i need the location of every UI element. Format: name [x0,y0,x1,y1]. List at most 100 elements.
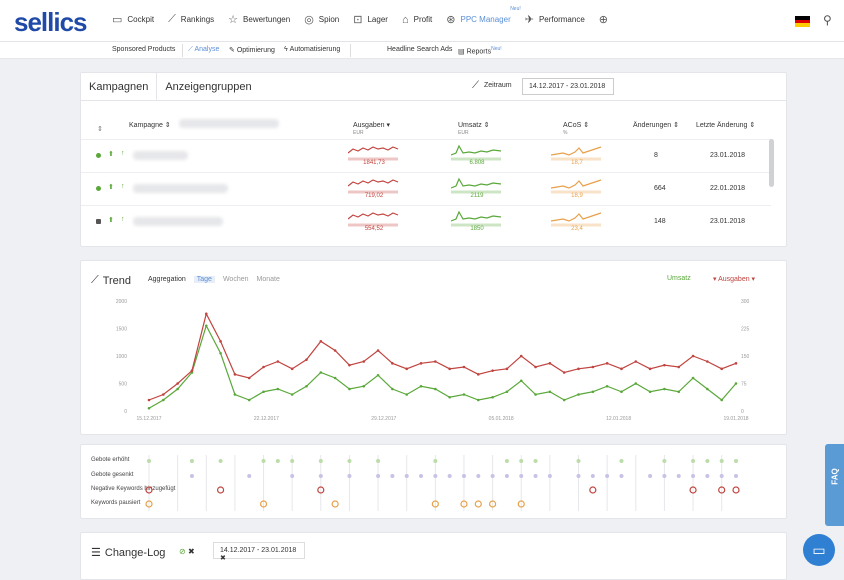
event-marker-gebote-erhoeht[interactable] [662,459,667,463]
event-marker-gebote-erhoeht[interactable] [290,459,295,463]
event-marker-gebote-gesenkt[interactable] [519,474,524,478]
event-marker-gebote-erhoeht[interactable] [576,459,581,463]
event-marker-gebote-gesenkt[interactable] [419,474,424,478]
table-scrollbar[interactable] [769,139,774,187]
german-flag-icon[interactable] [795,16,810,27]
event-marker-negative-keywords[interactable] [317,486,325,494]
changelog-date-range[interactable]: 14.12.2017 - 23.01.2018 ✖ [213,542,305,562]
table-row[interactable]: ⬆ ↑ 1841,73 6.808 18,7 8 23.01.2018 [81,139,771,171]
event-marker-gebote-erhoeht[interactable] [189,459,194,463]
subnav-sponsored-products[interactable]: Sponsored Products [112,46,176,53]
sort-icon[interactable]: ⇕ [97,126,103,133]
legend-ausgaben[interactable]: ▾ Ausgaben ▾ [713,276,756,283]
nav-item-cockpit[interactable]: ▭ Cockpit [112,13,154,26]
close-icon[interactable]: ✖ [187,547,195,556]
event-marker-negative-keywords[interactable] [718,486,726,494]
event-marker-gebote-gesenkt[interactable] [461,474,466,478]
event-marker-gebote-gesenkt[interactable] [290,474,295,478]
event-marker-negative-keywords[interactable] [589,486,597,494]
event-marker-gebote-erhoeht[interactable] [719,459,724,463]
column-acos[interactable]: ACoS ⇕% [563,122,590,136]
subnav-analyse[interactable]: ⟋ Analyse [188,46,220,53]
event-marker-gebote-gesenkt[interactable] [318,474,323,478]
event-marker-gebote-gesenkt[interactable] [247,474,252,478]
nav-item-lager[interactable]: ⊡ Lager [353,13,388,26]
user-icon[interactable]: ⚲ [823,13,832,27]
event-marker-negative-keywords[interactable] [732,486,740,494]
bid-up-icon[interactable]: ⬆ [108,217,114,224]
tab-kampagnen[interactable]: Kampagnen [81,73,158,101]
aggregation-tage[interactable]: Tage [193,276,215,283]
event-marker-gebote-gesenkt[interactable] [590,474,595,478]
event-marker-gebote-erhoeht[interactable] [533,459,538,463]
event-marker-gebote-gesenkt[interactable] [576,474,581,478]
column-kampagne[interactable]: Kampagne ⇕ [129,122,171,129]
aggregation-wochen[interactable]: Wochen [222,276,249,283]
event-marker-gebote-erhoeht[interactable] [519,459,524,463]
subnav-reports[interactable]: ▤ ReportsNeu! [458,46,502,56]
table-row[interactable]: ⬆ ↑ 554,52 1850 23,4 148 23.01.2018 [81,205,771,237]
event-marker-gebote-gesenkt[interactable] [705,474,710,478]
event-marker-keywords-pausiert[interactable] [331,500,339,508]
event-marker-gebote-gesenkt[interactable] [533,474,538,478]
subnav-automatisierung[interactable]: ϟ Automatisierung [284,46,341,53]
event-marker-gebote-erhoeht[interactable] [691,459,696,463]
column-umsatz[interactable]: Umsatz ⇕ EUR [458,122,490,136]
status-icon[interactable] [96,219,101,224]
faq-button[interactable]: FAQ [825,444,844,526]
logo[interactable]: sellics [14,7,88,37]
event-marker-gebote-gesenkt[interactable] [605,474,610,478]
event-marker-gebote-erhoeht[interactable] [504,459,509,463]
event-marker-keywords-pausiert[interactable] [259,500,268,508]
event-marker-gebote-erhoeht[interactable] [376,459,381,463]
aggregation-monate[interactable]: Monate [256,276,280,283]
event-marker-keywords-pausiert[interactable] [517,500,525,508]
tab-anzeigengruppen[interactable]: Anzeigengruppen [165,81,252,93]
status-icon[interactable] [96,153,101,158]
nav-item-add[interactable]: ⊕ [599,13,613,26]
event-marker-keywords-pausiert[interactable] [460,500,468,508]
event-marker-keywords-pausiert[interactable] [489,500,497,508]
event-marker-gebote-gesenkt[interactable] [447,474,452,478]
column-aenderungen[interactable]: Änderungen ⇕ [633,122,679,129]
event-marker-gebote-erhoeht[interactable] [433,459,438,463]
legend-umsatz[interactable]: Umsatz [667,275,691,282]
event-marker-gebote-gesenkt[interactable] [404,474,409,478]
event-marker-gebote-gesenkt[interactable] [719,474,724,478]
event-marker-gebote-gesenkt[interactable] [189,474,194,478]
bid-up-small-icon[interactable]: ↑ [121,150,125,157]
subnav-optimierung[interactable]: ✎ Optimierung [229,47,275,54]
bid-up-small-icon[interactable]: ↑ [121,216,125,223]
bid-up-icon[interactable]: ⬆ [108,184,114,191]
event-marker-negative-keywords[interactable] [145,486,153,494]
event-marker-gebote-gesenkt[interactable] [390,474,395,478]
event-marker-gebote-erhoeht[interactable] [261,459,266,463]
subnav-headline-search-ads[interactable]: Headline Search Ads [387,46,453,53]
nav-item-bewertungen[interactable]: ☆ Bewertungen [228,13,290,26]
chat-icon[interactable]: ▭ [803,534,835,566]
event-marker-gebote-gesenkt[interactable] [547,474,552,478]
nav-item-ppc-manager[interactable]: ⊛ PPC Manager Neu! [446,6,520,26]
event-marker-keywords-pausiert[interactable] [431,500,439,508]
nav-item-profit[interactable]: ⌂ Profit [402,13,432,26]
campaign-name-blurred[interactable] [133,151,188,160]
column-letzte-aenderung[interactable]: Letzte Änderung ⇕ [696,122,756,129]
event-marker-gebote-gesenkt[interactable] [691,474,696,478]
event-marker-gebote-gesenkt[interactable] [648,474,653,478]
event-marker-gebote-gesenkt[interactable] [734,474,738,478]
status-icon[interactable] [96,186,101,191]
nav-item-performance[interactable]: ✈ Performance [525,13,585,26]
event-marker-gebote-gesenkt[interactable] [504,474,509,478]
event-marker-gebote-erhoeht[interactable] [318,459,323,463]
event-marker-gebote-gesenkt[interactable] [347,474,352,478]
event-marker-gebote-erhoeht[interactable] [218,459,223,463]
event-marker-negative-keywords[interactable] [216,486,225,494]
event-marker-gebote-erhoeht[interactable] [705,459,710,463]
bid-up-icon[interactable]: ⬆ [108,151,114,158]
bid-up-small-icon[interactable]: ↑ [121,183,125,190]
event-marker-gebote-gesenkt[interactable] [433,474,438,478]
nav-item-spion[interactable]: ◎ Spion [304,13,339,26]
event-marker-keywords-pausiert[interactable] [474,500,482,508]
event-marker-gebote-gesenkt[interactable] [376,474,381,478]
campaign-name-blurred[interactable] [133,184,228,193]
